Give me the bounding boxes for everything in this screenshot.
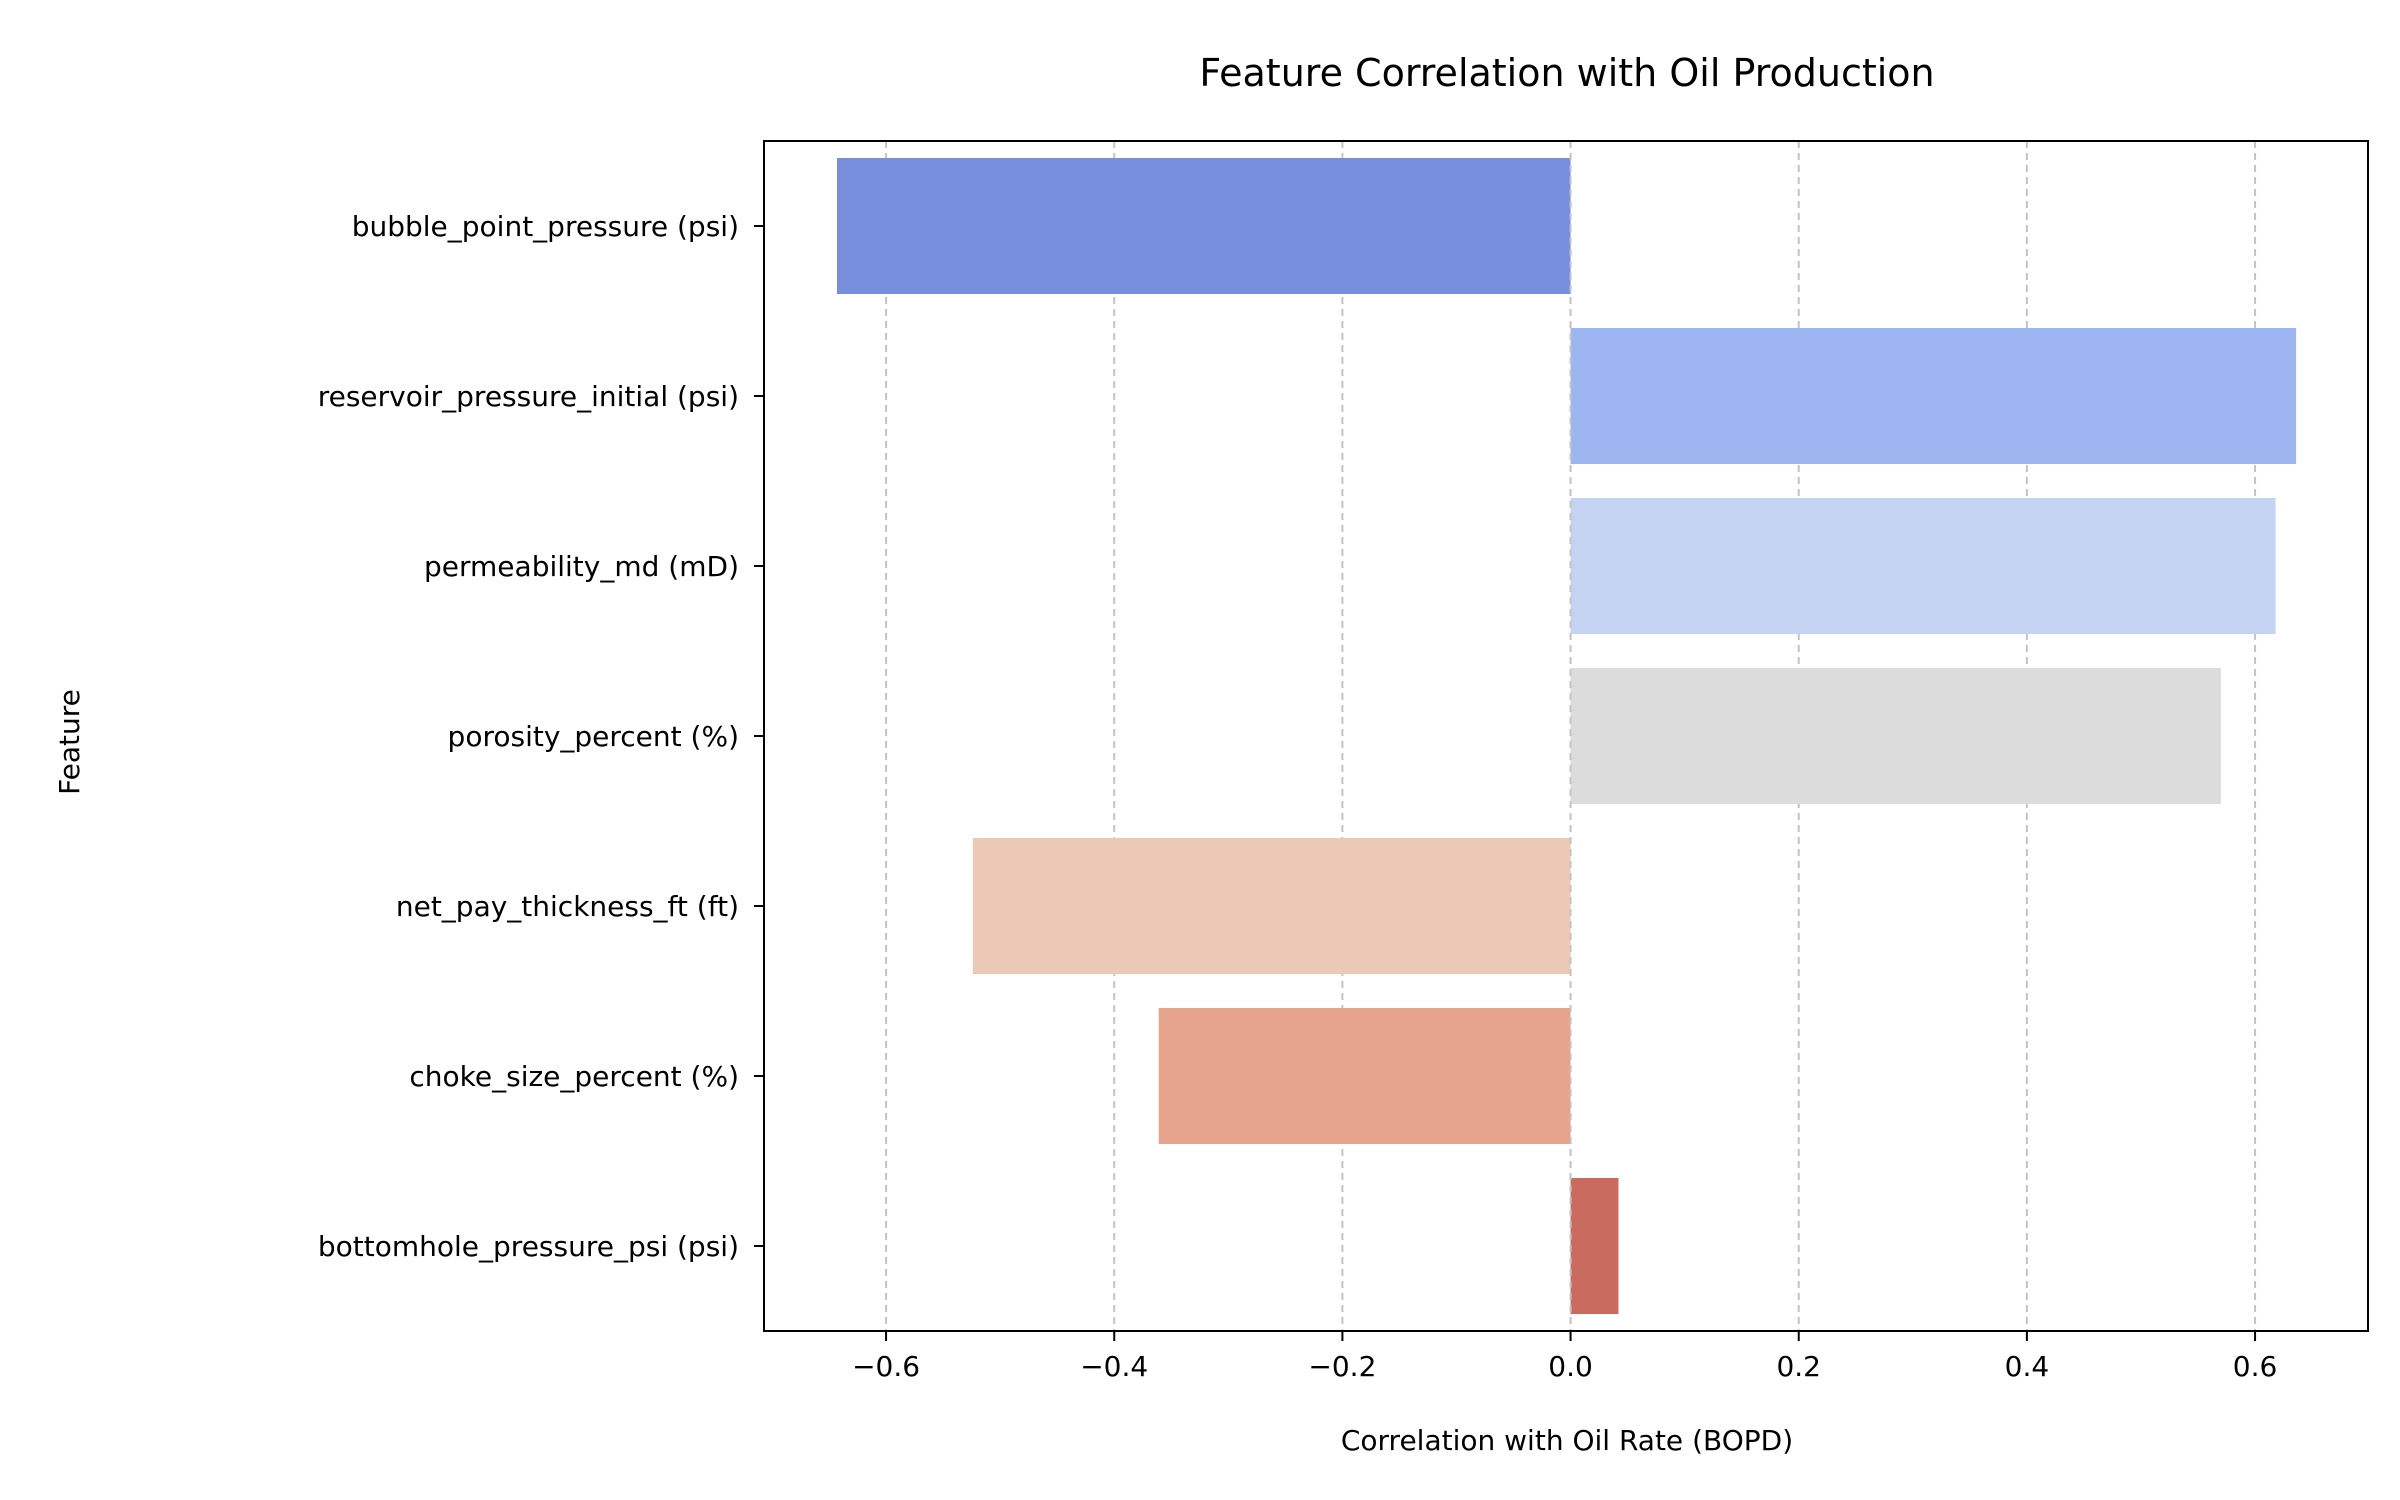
bar — [837, 158, 1571, 294]
y-tick-label: bottomhole_pressure_psi (psi) — [318, 1230, 739, 1263]
y-axis-label: Feature — [53, 689, 86, 795]
x-tick-label: −0.2 — [1308, 1350, 1376, 1383]
bar — [1570, 498, 2276, 634]
x-tick-label: 0.2 — [1776, 1350, 1821, 1383]
bar — [972, 838, 1571, 974]
y-tick-label: bubble_point_pressure (psi) — [352, 210, 739, 243]
x-tick-label: 0.4 — [2005, 1350, 2050, 1383]
x-axis-label: Correlation with Oil Rate (BOPD) — [1341, 1424, 1793, 1457]
chart-title: Feature Correlation with Oil Production — [1199, 51, 1934, 95]
x-tick-label: 0.6 — [2233, 1350, 2278, 1383]
y-tick-label: porosity_percent (%) — [448, 720, 739, 753]
bar — [1570, 1178, 1619, 1314]
y-tick-label: net_pay_thickness_ft (ft) — [396, 890, 739, 923]
bar — [1570, 668, 2221, 804]
axes: −0.6 −0.4 −0.2 0.0 0.2 0.4 0.6 bubble_point_pre… — [318, 140, 2369, 1383]
bars — [837, 158, 2297, 1314]
bar — [1158, 1008, 1571, 1144]
bar — [1570, 328, 2297, 464]
y-tick-label: reservoir_pressure_initial (psi) — [318, 380, 739, 413]
y-tick-label: choke_size_percent (%) — [409, 1060, 739, 1093]
x-tick-label: 0.0 — [1548, 1350, 1593, 1383]
x-tick-label: −0.4 — [1080, 1350, 1148, 1383]
x-tick-label: −0.6 — [852, 1350, 920, 1383]
y-tick-label: permeability_md (mD) — [424, 550, 739, 583]
